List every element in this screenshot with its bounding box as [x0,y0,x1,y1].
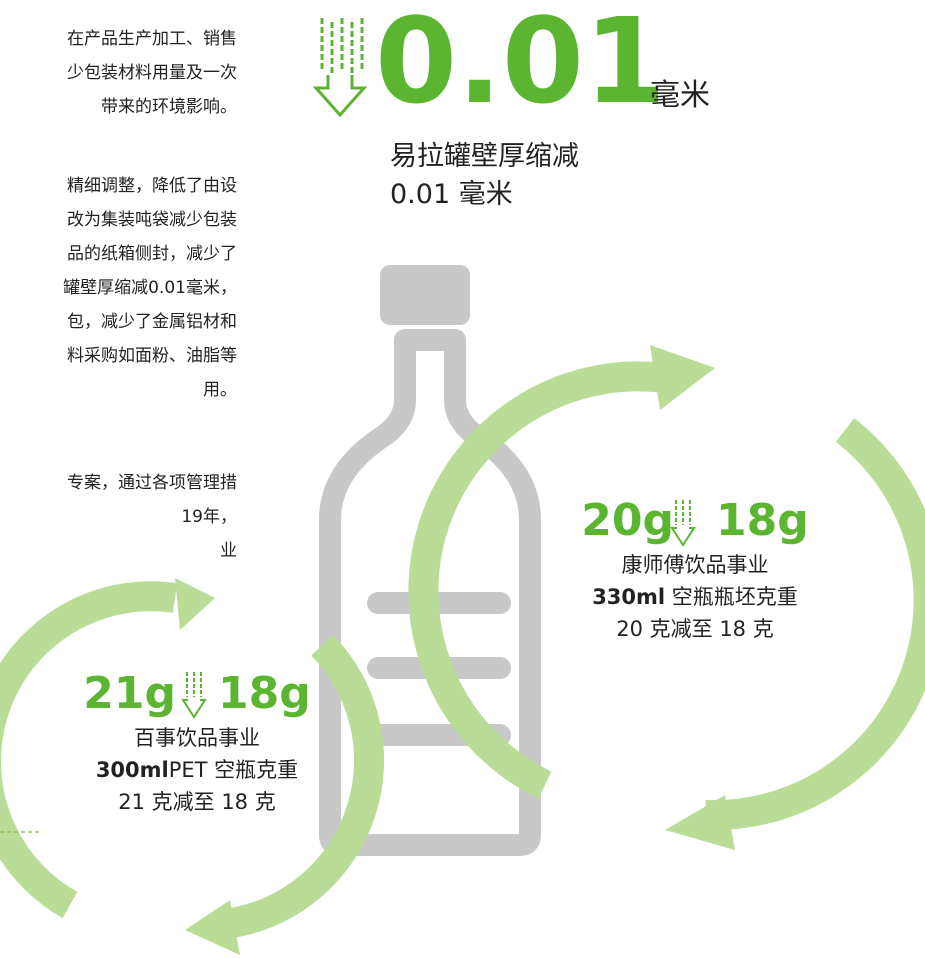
text-line: 包，减少了金属铝材和 [67,311,237,333]
line1: 康师傅饮品事业 [560,549,830,581]
highlight-value: 0.01 [375,0,666,130]
item: 空瓶瓶坯克重 [665,585,798,609]
weights: 20g 18g [560,505,830,537]
text-line: 改为集装吨袋减少包装 [67,209,237,231]
card: 20g 18g 康师傅饮品事业 330ml 空瓶瓶坯克重 20 克减至 18 克 [560,505,830,645]
text-line: 带来的环境影响。 [101,96,237,118]
text-line: 用。 [203,379,237,401]
text-line: 19年， [181,506,237,528]
caption-line: 0.01 毫米 [390,176,579,214]
item: PET 空瓶克重 [169,758,298,782]
to: 18g [218,678,311,710]
line3: 21 克减至 18 克 [62,786,332,818]
text-line: 品的纸箱侧封，减少了 [67,243,237,265]
text-line: 罐壁厚缩减0.01毫米， [63,277,237,299]
from: 20g [581,505,674,537]
text-line: 专案，通过各项管理措 [67,472,237,494]
weights: 21g 18g [62,678,332,710]
line2: 330ml 空瓶瓶坯克重 [560,581,830,613]
bottle-cap [380,265,470,325]
card: 21g 18g 百事饮品事业 300mlPET 空瓶克重 21 克减至 18 克 [62,678,332,818]
down-icon [316,18,364,115]
text-line: 业 [220,540,237,562]
line2: 300mlPET 空瓶克重 [62,754,332,786]
line3: 20 克减至 18 克 [560,613,830,645]
arrow-heads [175,345,735,955]
from: 21g [83,678,176,710]
text-line: 少包装材料用量及一次 [67,62,237,84]
text-line: 精细调整，降低了由设 [67,175,237,197]
page: 在产品生产加工、销售少包装材料用量及一次带来的环境影响。精细调整，降低了由设改为… [0,0,925,958]
highlight-unit: 毫米 [650,70,710,114]
to: 18g [716,505,809,537]
caption-line: 易拉罐壁厚缩减 [390,138,579,176]
text-line: 在产品生产加工、销售 [67,28,237,50]
volume: 300ml [96,758,169,782]
volume: 330ml [592,585,665,609]
line1: 百事饮品事业 [62,722,332,754]
text-line: 料采购如面粉、油脂等 [67,345,237,367]
